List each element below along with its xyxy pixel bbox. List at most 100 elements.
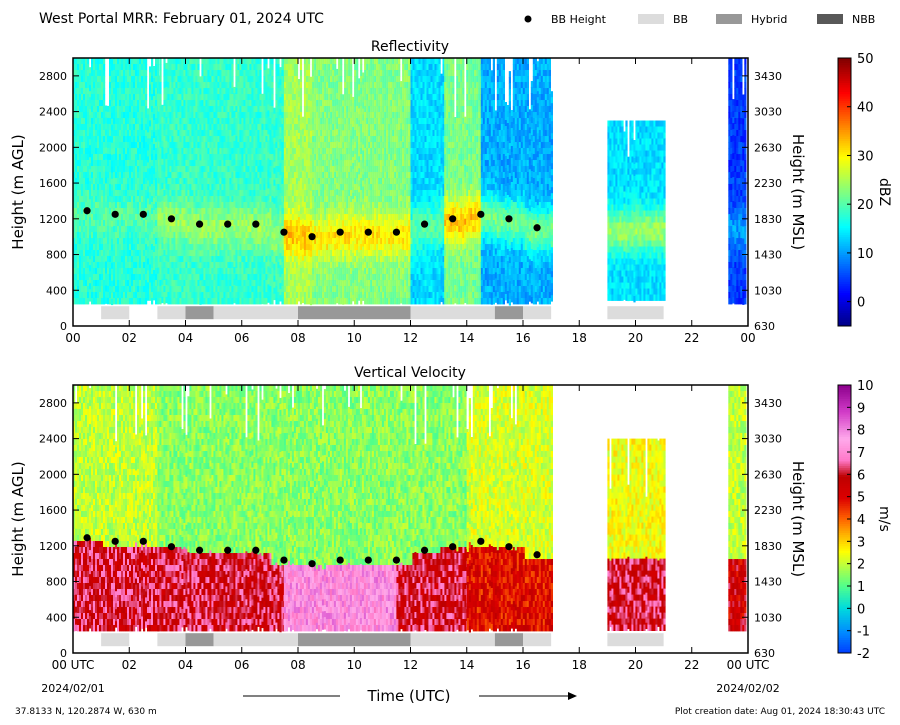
field-cell: [91, 250, 94, 257]
field-cell: [205, 142, 208, 149]
field-cell: [101, 208, 104, 215]
field-cell: [85, 118, 88, 125]
field-cell: [83, 94, 86, 101]
field-cell: [109, 238, 112, 245]
field-cell: [213, 178, 216, 185]
field-cell: [169, 292, 172, 299]
field-cell: [135, 244, 138, 251]
field-cell: [263, 202, 266, 209]
field-cell: [309, 196, 313, 204]
field-cell: [185, 280, 188, 287]
field-cell: [223, 292, 226, 299]
field-cell: [233, 260, 236, 268]
field-cell: [89, 193, 92, 200]
field-cell: [301, 242, 305, 250]
field-cell: [275, 70, 278, 77]
field-cell: [189, 70, 192, 77]
field-cell: [113, 118, 116, 125]
field-cell: [83, 190, 86, 197]
field-cell: [251, 298, 254, 305]
field-cell: [185, 130, 188, 137]
field-cell: [189, 118, 192, 125]
field-cell: [103, 286, 106, 293]
field-cell: [221, 100, 224, 107]
field-cell: [225, 130, 228, 137]
field-cell: [95, 208, 98, 215]
field-cell: [237, 166, 240, 173]
field-cell: [179, 172, 182, 179]
field-cell: [213, 172, 216, 179]
field-cell: [307, 292, 311, 299]
field-cell: [195, 286, 198, 293]
field-cell: [149, 228, 152, 235]
field-cell: [279, 115, 282, 122]
field-cell: [147, 126, 150, 133]
field-cell: [275, 202, 278, 209]
field-cell: [247, 238, 250, 245]
field-cell: [145, 262, 148, 269]
field-cell: [73, 286, 76, 293]
field-cell: [171, 142, 174, 149]
field-cell: [233, 104, 236, 112]
field-cell: [231, 262, 234, 269]
field-cell: [235, 166, 238, 173]
field-cell: [273, 185, 276, 193]
field-cell: [299, 76, 303, 83]
field-cell: [117, 256, 120, 263]
field-cell: [103, 154, 106, 161]
field-cell: [95, 124, 98, 131]
field-cell: [225, 148, 228, 155]
field-cell: [135, 268, 138, 275]
field-cell: [105, 249, 108, 256]
field-cell: [103, 124, 106, 131]
field-cell: [81, 196, 84, 203]
field-cell: [177, 172, 180, 179]
field-cell: [223, 88, 226, 95]
field-cell: [105, 207, 108, 214]
field-cell: [99, 100, 102, 107]
field-cell: [205, 154, 208, 161]
field-cell: [75, 202, 78, 209]
field-cell: [181, 106, 184, 113]
field-cell: [279, 163, 282, 170]
field-cell: [303, 220, 307, 227]
field-cell: [223, 190, 226, 197]
field-cell: [187, 250, 190, 257]
field-cell: [135, 172, 138, 179]
field-cell: [207, 166, 210, 173]
field-cell: [189, 232, 192, 239]
field-cell: [283, 292, 287, 299]
field-cell: [229, 88, 232, 95]
field-cell: [155, 100, 158, 107]
field-cell: [99, 268, 102, 275]
field-cell: [201, 274, 204, 281]
field-cell: [157, 99, 160, 106]
field-cell: [265, 88, 268, 95]
field-cell: [175, 202, 178, 209]
field-cell: [75, 274, 78, 281]
field-cell: [157, 243, 160, 250]
field-cell: [215, 214, 218, 221]
field-cell: [151, 178, 154, 185]
field-cell: [117, 298, 120, 305]
field-cell: [193, 154, 196, 161]
field-cell: [105, 117, 108, 124]
field-cell: [312, 64, 315, 71]
field-cell: [149, 180, 152, 187]
field-cell: [269, 196, 272, 203]
field-cell: [153, 234, 156, 241]
field-cell: [193, 262, 196, 269]
field-cell: [255, 280, 258, 287]
field-cell: [81, 112, 84, 119]
field-cell: [115, 184, 118, 191]
field-cell: [99, 232, 102, 239]
field-cell: [265, 238, 268, 245]
field-cell: [195, 244, 198, 251]
field-cell: [175, 124, 178, 131]
field-cell: [131, 124, 134, 131]
field-cell: [259, 274, 262, 281]
field-cell: [279, 241, 282, 248]
field-cell: [237, 190, 240, 197]
reflectivity-field: [73, 58, 747, 306]
field-cell: [179, 154, 182, 161]
